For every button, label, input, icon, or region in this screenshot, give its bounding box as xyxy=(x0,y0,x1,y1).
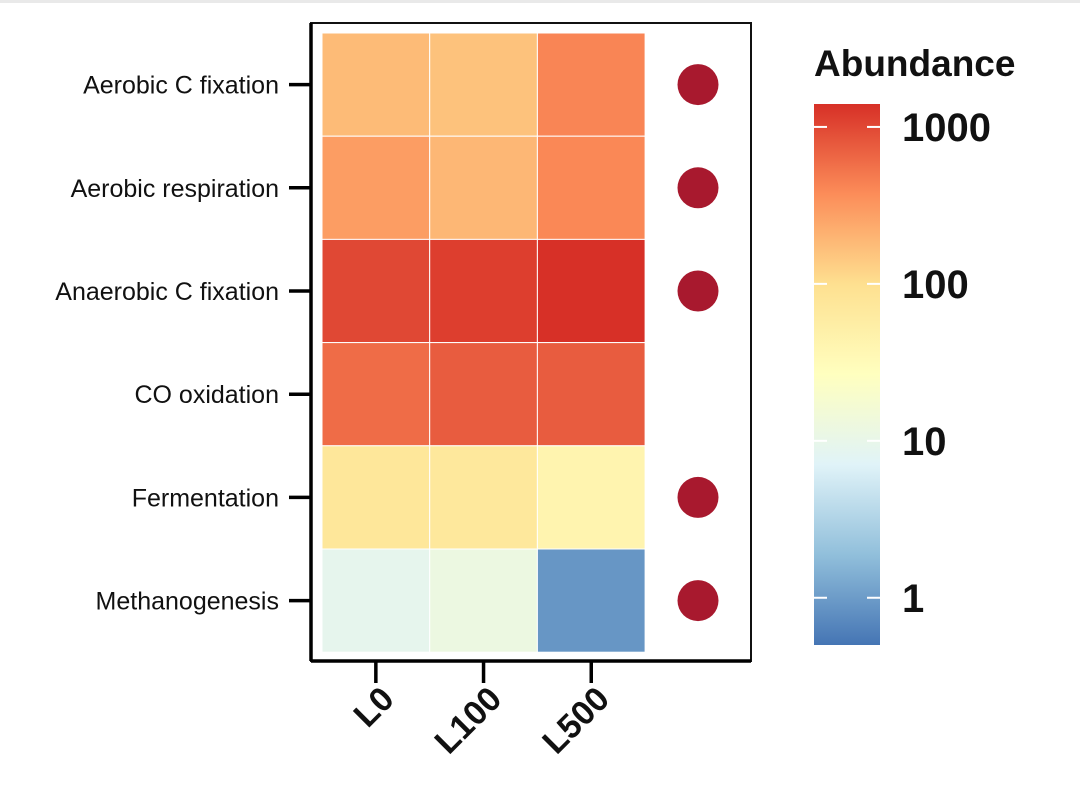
legend-tick-label: 100 xyxy=(902,263,969,307)
heatmap-cell xyxy=(429,32,538,137)
legend-tick-label: 1000 xyxy=(902,106,991,150)
heatmap-cell xyxy=(536,548,646,653)
row-label: Anaerobic C fixation xyxy=(55,278,279,306)
heatmap-cell xyxy=(429,445,538,550)
top-border xyxy=(0,0,1080,3)
legend-colorbar xyxy=(814,104,880,645)
heatmap-cell xyxy=(321,342,431,447)
column-label: L500 xyxy=(535,680,617,762)
column-axis: L0 L100 L500 xyxy=(311,659,751,762)
indicator-dot xyxy=(677,167,719,209)
heatmap-cell xyxy=(429,548,538,653)
heatmap-cell xyxy=(321,238,431,344)
heatmap-cell xyxy=(321,445,431,550)
row-label: Methanogenesis xyxy=(96,588,279,616)
heatmap-cell xyxy=(429,342,538,447)
heatmap-cell xyxy=(536,238,646,344)
row-label: Aerobic respiration xyxy=(71,175,279,203)
heatmap-cell xyxy=(536,445,646,550)
legend-title: Abundance xyxy=(814,43,1015,84)
heatmap-cell xyxy=(536,135,646,240)
heatmap-cell xyxy=(536,32,646,137)
heatmap-cell xyxy=(536,342,646,447)
indicator-dots xyxy=(677,64,719,622)
row-label: CO oxidation xyxy=(134,381,279,409)
indicator-dot xyxy=(677,476,719,518)
heatmap-cell xyxy=(321,135,431,240)
row-label: Aerobic C fixation xyxy=(83,72,279,100)
row-label: Fermentation xyxy=(132,484,279,512)
legend-tick-label: 1 xyxy=(902,577,924,621)
indicator-dot xyxy=(677,580,719,622)
legend: Abundance 1 10 100 1000 xyxy=(814,43,1015,645)
heatmap-cell xyxy=(429,238,538,344)
legend-tick-label: 10 xyxy=(902,420,947,464)
column-label: L0 xyxy=(347,680,402,735)
heatmap-cell xyxy=(429,135,538,240)
indicator-dot xyxy=(677,270,719,312)
heatmap-cell xyxy=(321,548,431,653)
row-axis: Aerobic C fixation Aerobic respiration Ana… xyxy=(55,23,313,661)
indicator-dot xyxy=(677,64,719,106)
heatmap-cells xyxy=(321,32,646,653)
heatmap-cell xyxy=(321,32,431,137)
column-label: L100 xyxy=(428,680,510,762)
